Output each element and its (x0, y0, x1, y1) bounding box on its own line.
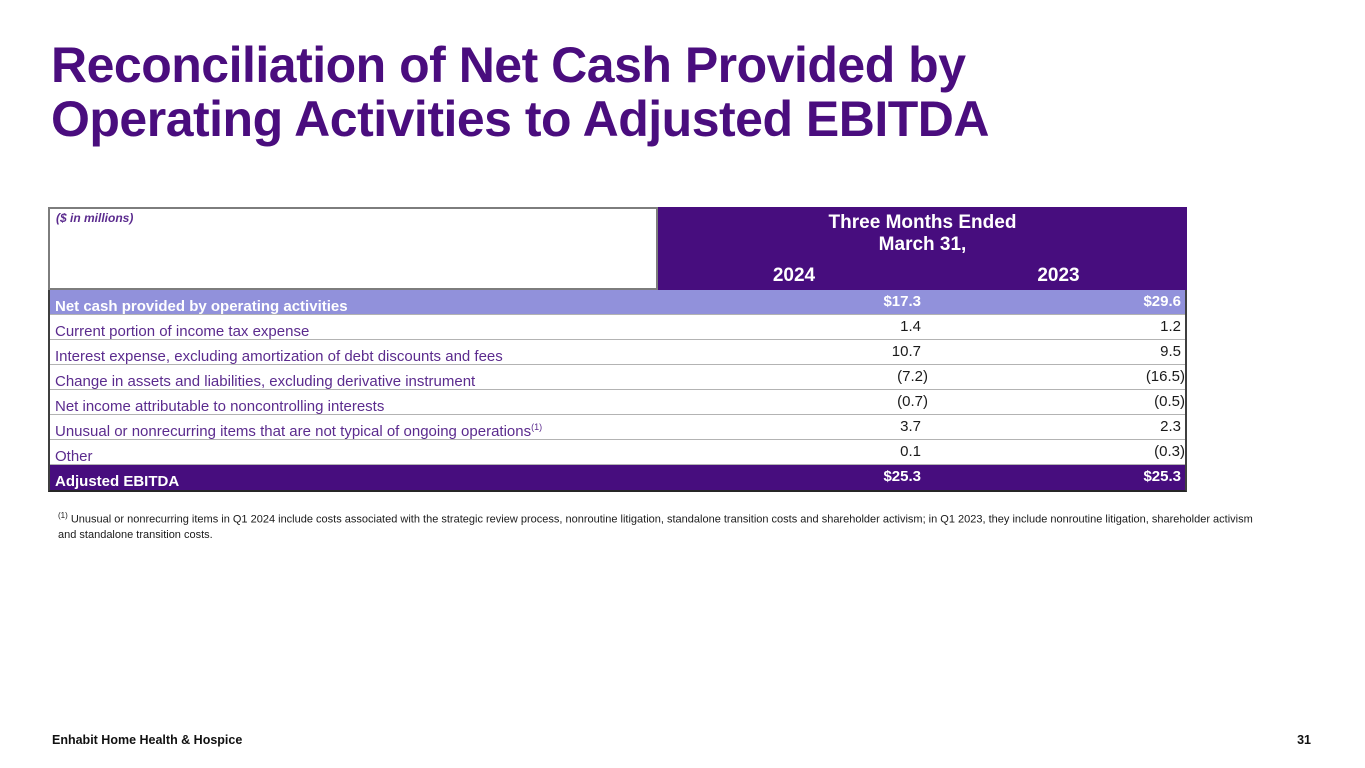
value-2023: 2.3 (1160, 418, 1181, 435)
footnote-line2: and standalone transition costs. (58, 528, 213, 541)
value-2024: $25.3 (883, 468, 921, 485)
row-label: Current portion of income tax expense (55, 323, 310, 339)
reconciliation-table: ($ in millions) Three Months Ended March… (48, 207, 1187, 492)
value-2023: $25.3 (1143, 468, 1181, 485)
row-label: Unusual or nonrecurring items that are n… (55, 422, 543, 439)
table-row-income-tax: Current portion of income tax expense 1.… (50, 315, 1185, 340)
slide-title-line1: Reconciliation of Net Cash Provided by (51, 37, 966, 93)
value-2023: $29.6 (1143, 293, 1181, 310)
page-number: 31 (1297, 733, 1311, 747)
table-header: ($ in millions) Three Months Ended March… (48, 207, 1187, 290)
value-2024: $17.3 (883, 293, 921, 310)
period-line2: March 31, (878, 234, 967, 255)
footnote: (1) Unusual or nonrecurring items in Q1 … (58, 508, 1308, 543)
footnote-marker: (1) (58, 511, 68, 520)
row-label: Other (55, 448, 93, 464)
value-2024: 10.7 (891, 343, 921, 360)
slide-title: Reconciliation of Net Cash Provided by O… (51, 37, 990, 147)
column-header-2023: 2023 (1037, 265, 1080, 286)
value-2023: (0.3) (1154, 443, 1185, 460)
year-columns: 2024 2023 (658, 265, 1187, 286)
row-label: Net cash provided by operating activitie… (55, 298, 348, 314)
period-line1: Three Months Ended (828, 212, 1017, 233)
table-row-adjusted-ebitda: Adjusted EBITDA $25.3 $25.3 (50, 465, 1185, 490)
table-row-change-assets: Change in assets and liabilities, exclud… (50, 365, 1185, 390)
row-label: Adjusted EBITDA (55, 473, 180, 490)
value-2024: 3.7 (900, 418, 921, 435)
units-note: ($ in millions) (48, 207, 658, 290)
value-2024: 1.4 (900, 318, 921, 335)
footnote-line1: (1) Unusual or nonrecurring items in Q1 … (58, 511, 1253, 526)
value-2023: 9.5 (1160, 343, 1181, 360)
value-2023: 1.2 (1160, 318, 1181, 335)
row-label: Net income attributable to noncontrollin… (55, 398, 385, 414)
table-body: Net cash provided by operating activitie… (48, 290, 1187, 492)
value-2023: (0.5) (1154, 393, 1185, 410)
value-2023: (16.5) (1145, 368, 1185, 385)
period-header: Three Months Ended March 31, 2024 2023 (658, 207, 1187, 290)
table-row-unusual-items: Unusual or nonrecurring items that are n… (50, 415, 1185, 440)
footer-company-name: Enhabit Home Health & Hospice (52, 733, 243, 747)
row-label: Interest expense, excluding amortization… (55, 348, 503, 364)
value-2024: (7.2) (897, 368, 928, 385)
table-row-other: Other 0.1 (0.3) (50, 440, 1185, 465)
table-row-net-cash: Net cash provided by operating activitie… (50, 290, 1185, 315)
row-label: Change in assets and liabilities, exclud… (55, 373, 476, 389)
footnote-ref: (1) (531, 422, 543, 432)
slide-title-line2: Operating Activities to Adjusted EBITDA (51, 91, 990, 147)
value-2024: (0.7) (897, 393, 928, 410)
value-2024: 0.1 (900, 443, 921, 460)
table-row-interest-expense: Interest expense, excluding amortization… (50, 340, 1185, 365)
column-header-2024: 2024 (772, 265, 816, 286)
table-row-noncontrolling: Net income attributable to noncontrollin… (50, 390, 1185, 415)
